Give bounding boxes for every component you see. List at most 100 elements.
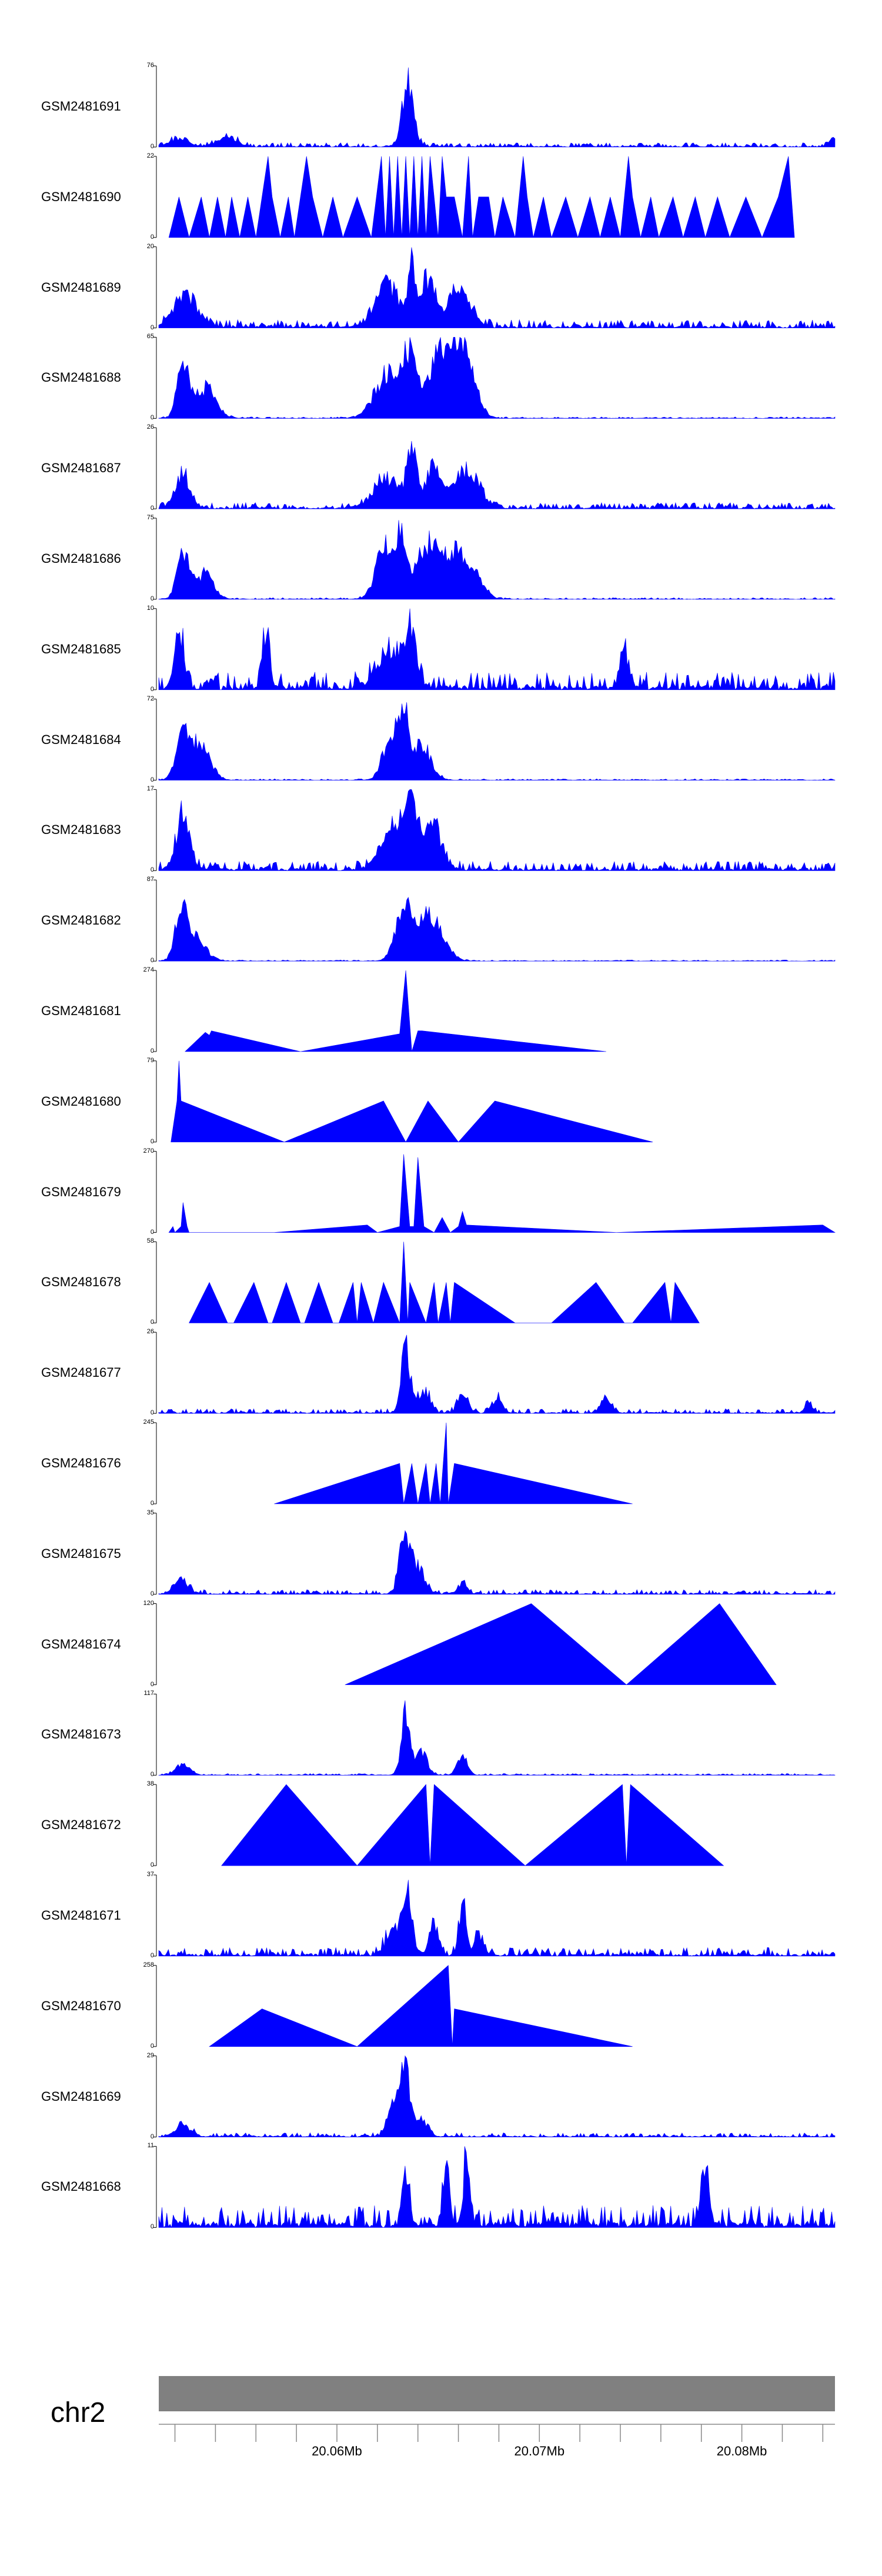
y-tick-label: 0 (150, 505, 154, 512)
track-area-GSM2481689 (158, 247, 836, 329)
track-area-GSM2481674 (345, 1603, 777, 1685)
chromosome-ideogram (159, 2376, 835, 2411)
y-tick-label: 17 (146, 785, 154, 793)
y-tick-label: 0 (150, 957, 154, 965)
y-tick-label: 0 (150, 1680, 154, 1688)
track-area-GSM2481682 (158, 896, 836, 962)
y-tick-label: 0 (150, 2133, 154, 2140)
y-tick-label: 0 (150, 2223, 154, 2231)
y-tick-label: 0 (150, 143, 154, 150)
track-area-GSM2481671 (158, 1880, 836, 1957)
y-tick-label: 0 (150, 1137, 154, 1145)
track-area-GSM2481687 (158, 441, 836, 510)
y-tick-label: 0 (150, 323, 154, 331)
y-tick-label: 20 (146, 242, 154, 250)
track-label: GSM2481678 (41, 1274, 121, 1290)
x-tick-label: 20.08Mb (716, 2444, 767, 2458)
track-label: GSM2481682 (41, 913, 121, 928)
y-tick-label: 0 (150, 1228, 154, 1236)
track-label: GSM2481668 (41, 2179, 121, 2194)
track-label: GSM2481675 (41, 1546, 121, 1561)
track-area-GSM2481675 (158, 1530, 836, 1595)
track-label: GSM2481676 (41, 1456, 121, 1470)
track-label: GSM2481669 (41, 2088, 121, 2104)
track-area-GSM2481690 (168, 156, 795, 238)
track-area-GSM2481678 (189, 1242, 700, 1324)
y-tick-label: 0 (150, 1771, 154, 1778)
y-tick-label: 35 (146, 1509, 154, 1516)
y-tick-label: 245 (143, 1419, 154, 1426)
track-area-GSM2481681 (185, 970, 606, 1052)
track-label: GSM2481673 (41, 1727, 121, 1742)
y-tick-label: 0 (150, 685, 154, 693)
y-tick-label: 0 (150, 1319, 154, 1326)
y-tick-label: 0 (150, 1952, 154, 1959)
y-tick-label: 0 (150, 414, 154, 422)
track-label: GSM2481679 (41, 1184, 121, 1199)
track-label: GSM2481681 (41, 1003, 121, 1018)
track-label: GSM2481688 (41, 370, 121, 385)
y-tick-label: 72 (146, 695, 154, 702)
track-label: GSM2481691 (41, 99, 121, 114)
track-area-GSM2481685 (158, 608, 836, 690)
track-area-GSM2481679 (168, 1154, 836, 1233)
track-area-GSM2481684 (158, 702, 836, 780)
x-tick-label: 20.07Mb (514, 2444, 565, 2458)
track-area-GSM2481686 (158, 520, 836, 600)
y-tick-label: 65 (146, 333, 154, 341)
track-area-GSM2481673 (158, 1700, 836, 1776)
y-tick-label: 0 (150, 1409, 154, 1417)
y-tick-label: 26 (146, 1328, 154, 1336)
y-tick-label: 0 (150, 1047, 154, 1055)
track-area-GSM2481688 (158, 336, 836, 419)
y-tick-label: 76 (146, 62, 154, 69)
y-tick-label: 87 (146, 876, 154, 883)
track-area-GSM2481691 (158, 67, 836, 148)
y-tick-label: 0 (150, 1590, 154, 1597)
y-tick-label: 274 (143, 966, 154, 973)
track-label: GSM2481683 (41, 822, 121, 837)
track-area-GSM2481677 (158, 1334, 836, 1414)
y-tick-label: 0 (150, 1500, 154, 1507)
track-label: GSM2481685 (41, 641, 121, 656)
x-tick-label: 20.06Mb (312, 2444, 362, 2458)
y-tick-label: 79 (146, 1056, 154, 1064)
y-tick-label: 120 (143, 1599, 154, 1607)
y-tick-label: 0 (150, 595, 154, 602)
track-area-GSM2481669 (158, 2055, 836, 2138)
track-label: GSM2481671 (41, 1908, 121, 1923)
track-label: GSM2481690 (41, 189, 121, 204)
y-tick-label: 117 (143, 1690, 154, 1697)
track-label: GSM2481689 (41, 279, 121, 295)
track-label: GSM2481684 (41, 732, 121, 747)
y-tick-label: 0 (150, 866, 154, 874)
track-label: GSM2481680 (41, 1093, 121, 1109)
y-tick-label: 29 (146, 2051, 154, 2059)
track-area-GSM2481672 (221, 1784, 724, 1866)
y-tick-label: 58 (146, 1237, 154, 1245)
y-tick-label: 38 (146, 1780, 154, 1788)
track-label: GSM2481672 (41, 1817, 121, 1833)
y-tick-label: 258 (143, 1961, 154, 1968)
y-tick-label: 22 (146, 152, 154, 159)
y-tick-label: 270 (143, 1147, 154, 1154)
y-tick-label: 0 (150, 1861, 154, 1869)
y-tick-label: 26 (146, 423, 154, 431)
track-area-GSM2481680 (171, 1060, 653, 1143)
track-label: GSM2481670 (41, 1998, 121, 2013)
y-tick-label: 11 (147, 2142, 154, 2150)
track-area-GSM2481668 (158, 2146, 836, 2228)
track-label: GSM2481677 (41, 1365, 121, 1380)
chromosome-label: chr2 (51, 2397, 106, 2428)
y-tick-label: 75 (146, 514, 154, 521)
y-tick-label: 0 (150, 776, 154, 783)
track-area-GSM2481670 (209, 1965, 633, 2047)
track-area-GSM2481676 (274, 1422, 633, 1504)
track-area-GSM2481683 (158, 789, 836, 872)
track-label: GSM2481687 (41, 461, 121, 476)
y-tick-label: 0 (150, 233, 154, 241)
track-label: GSM2481686 (41, 551, 121, 566)
y-tick-label: 10 (146, 604, 154, 612)
